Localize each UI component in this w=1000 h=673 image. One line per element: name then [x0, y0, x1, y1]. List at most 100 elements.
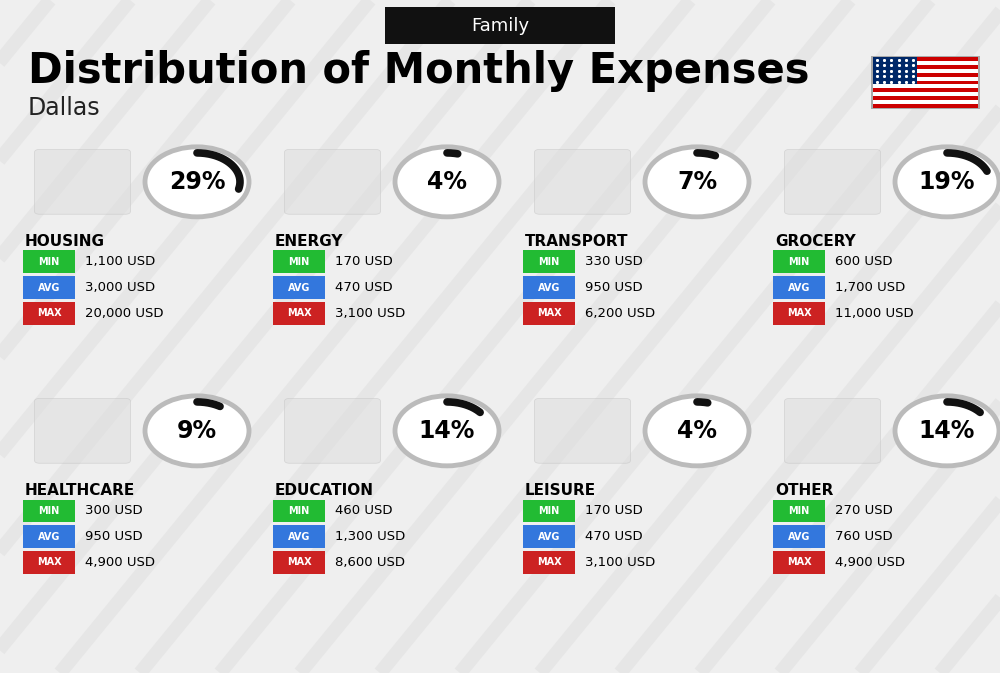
Text: 950 USD: 950 USD — [585, 281, 643, 294]
FancyBboxPatch shape — [23, 525, 75, 548]
Text: 8,600 USD: 8,600 USD — [335, 556, 405, 569]
FancyBboxPatch shape — [523, 250, 575, 273]
Text: MIN: MIN — [788, 506, 810, 516]
FancyBboxPatch shape — [273, 276, 325, 299]
FancyBboxPatch shape — [523, 499, 575, 522]
Text: MIN: MIN — [288, 257, 310, 267]
Text: MIN: MIN — [38, 257, 60, 267]
Text: OTHER: OTHER — [775, 483, 833, 497]
Text: 4%: 4% — [427, 170, 467, 194]
Text: 1,100 USD: 1,100 USD — [85, 256, 155, 269]
FancyBboxPatch shape — [873, 69, 978, 73]
Text: MIN: MIN — [538, 257, 560, 267]
FancyBboxPatch shape — [873, 61, 978, 65]
Text: 9%: 9% — [177, 419, 217, 443]
FancyBboxPatch shape — [873, 77, 978, 81]
Text: 11,000 USD: 11,000 USD — [835, 307, 914, 320]
Text: GROCERY: GROCERY — [775, 234, 856, 248]
Text: MIN: MIN — [38, 506, 60, 516]
FancyBboxPatch shape — [873, 96, 978, 100]
Text: 170 USD: 170 USD — [335, 256, 393, 269]
Text: 3,000 USD: 3,000 USD — [85, 281, 155, 294]
FancyBboxPatch shape — [523, 302, 575, 324]
Text: 14%: 14% — [919, 419, 975, 443]
FancyBboxPatch shape — [34, 398, 131, 463]
Text: 7%: 7% — [677, 170, 717, 194]
Text: AVG: AVG — [38, 283, 60, 293]
FancyBboxPatch shape — [784, 149, 881, 214]
FancyBboxPatch shape — [873, 84, 978, 88]
Text: 470 USD: 470 USD — [335, 281, 393, 294]
Text: AVG: AVG — [288, 283, 310, 293]
FancyBboxPatch shape — [23, 499, 75, 522]
FancyBboxPatch shape — [773, 302, 825, 324]
Text: MAX: MAX — [787, 557, 811, 567]
Text: 330 USD: 330 USD — [585, 256, 643, 269]
FancyBboxPatch shape — [773, 525, 825, 548]
Text: AVG: AVG — [288, 532, 310, 542]
Text: 170 USD: 170 USD — [585, 505, 643, 518]
FancyBboxPatch shape — [534, 149, 631, 214]
Circle shape — [895, 396, 999, 466]
Text: TRANSPORT: TRANSPORT — [525, 234, 629, 248]
FancyBboxPatch shape — [873, 65, 978, 69]
FancyBboxPatch shape — [873, 57, 978, 61]
Text: 1,700 USD: 1,700 USD — [835, 281, 905, 294]
Text: AVG: AVG — [788, 532, 810, 542]
FancyBboxPatch shape — [873, 88, 978, 92]
FancyBboxPatch shape — [23, 302, 75, 324]
Text: AVG: AVG — [538, 283, 560, 293]
FancyBboxPatch shape — [273, 525, 325, 548]
Circle shape — [145, 396, 249, 466]
FancyBboxPatch shape — [871, 56, 980, 109]
FancyBboxPatch shape — [873, 92, 978, 96]
Text: 470 USD: 470 USD — [585, 530, 643, 543]
Text: 460 USD: 460 USD — [335, 505, 392, 518]
FancyBboxPatch shape — [523, 551, 575, 573]
FancyBboxPatch shape — [773, 551, 825, 573]
Text: 270 USD: 270 USD — [835, 505, 893, 518]
Text: 4,900 USD: 4,900 USD — [835, 556, 905, 569]
FancyBboxPatch shape — [273, 302, 325, 324]
Text: LEISURE: LEISURE — [525, 483, 596, 497]
FancyBboxPatch shape — [273, 250, 325, 273]
FancyBboxPatch shape — [773, 250, 825, 273]
Text: 3,100 USD: 3,100 USD — [335, 307, 405, 320]
Text: 4,900 USD: 4,900 USD — [85, 556, 155, 569]
FancyBboxPatch shape — [784, 398, 881, 463]
Text: Family: Family — [471, 17, 529, 34]
Text: 3,100 USD: 3,100 USD — [585, 556, 655, 569]
FancyBboxPatch shape — [873, 100, 978, 104]
FancyBboxPatch shape — [873, 81, 978, 84]
Text: AVG: AVG — [38, 532, 60, 542]
Text: MIN: MIN — [538, 506, 560, 516]
FancyBboxPatch shape — [284, 398, 381, 463]
FancyBboxPatch shape — [273, 499, 325, 522]
Text: MAX: MAX — [287, 308, 311, 318]
FancyBboxPatch shape — [534, 398, 631, 463]
Text: 1,300 USD: 1,300 USD — [335, 530, 405, 543]
FancyBboxPatch shape — [773, 276, 825, 299]
Text: MIN: MIN — [288, 506, 310, 516]
Text: 6,200 USD: 6,200 USD — [585, 307, 655, 320]
FancyBboxPatch shape — [284, 149, 381, 214]
FancyBboxPatch shape — [34, 149, 131, 214]
Text: 20,000 USD: 20,000 USD — [85, 307, 164, 320]
Text: MAX: MAX — [537, 308, 561, 318]
Text: MAX: MAX — [37, 308, 61, 318]
Text: MAX: MAX — [287, 557, 311, 567]
FancyBboxPatch shape — [23, 551, 75, 573]
Text: Dallas: Dallas — [28, 96, 101, 120]
Text: 29%: 29% — [169, 170, 225, 194]
Text: MIN: MIN — [788, 257, 810, 267]
FancyBboxPatch shape — [23, 276, 75, 299]
Text: AVG: AVG — [788, 283, 810, 293]
Text: 300 USD: 300 USD — [85, 505, 143, 518]
Text: HEALTHCARE: HEALTHCARE — [25, 483, 135, 497]
Text: 14%: 14% — [419, 419, 475, 443]
FancyBboxPatch shape — [873, 73, 978, 77]
Circle shape — [145, 147, 249, 217]
Text: HOUSING: HOUSING — [25, 234, 105, 248]
Text: EDUCATION: EDUCATION — [275, 483, 374, 497]
Text: 600 USD: 600 USD — [835, 256, 893, 269]
